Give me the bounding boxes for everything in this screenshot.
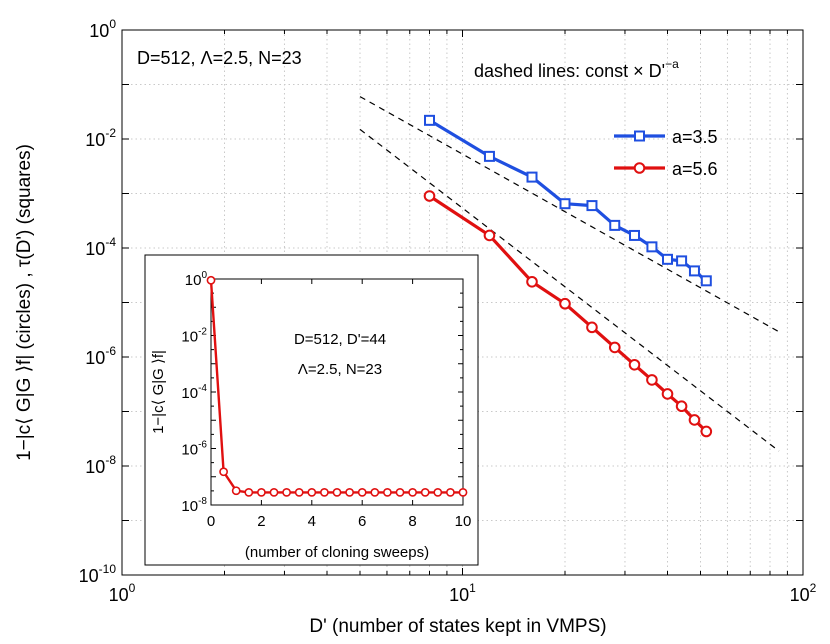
x-axis-title: D' (number of states kept in VMPS): [309, 616, 606, 637]
data-point-square: [662, 253, 674, 265]
inset-data-point-circle: [256, 487, 266, 497]
series-2: [423, 190, 713, 438]
inset-y-tick-label: 100: [185, 270, 208, 289]
data-point-square: [483, 150, 495, 162]
power-law-reference-line: [359, 128, 780, 452]
data-point-circle: [586, 321, 598, 334]
inset-data-point-circle: [307, 487, 317, 497]
data-point-circle: [661, 388, 674, 400]
inset-x-tick-label: 8: [408, 513, 416, 530]
legend-marker-circle: [633, 162, 646, 174]
inset-x-tick-label: 10: [455, 513, 472, 530]
y-tick-label: 10-2: [85, 126, 116, 150]
inset-data-point-circle: [206, 275, 216, 285]
inset-data-point-circle: [269, 487, 279, 497]
inset-box: [144, 254, 479, 566]
power-law-reference-line: [359, 96, 780, 333]
data-point-square: [700, 275, 712, 287]
inset-x-tick-label: 4: [308, 513, 316, 530]
inset-data-point-circle: [370, 487, 380, 497]
inset-data-point-circle: [433, 487, 443, 497]
inset-y-axis-title: 1−|c⟨ G|G ⟩f|: [150, 350, 167, 434]
y-tick-label: 10-8: [85, 453, 116, 477]
data-point-circle: [628, 358, 641, 371]
inset-y-tick-label: 10-2: [181, 327, 207, 346]
data-point-circle: [688, 414, 701, 426]
data-point-circle: [526, 275, 538, 288]
inset-x-tick-label: 6: [358, 513, 366, 530]
y-tick-label: 10-4: [85, 235, 116, 259]
x-tick-label: 102: [790, 581, 817, 605]
data-point-square: [586, 200, 598, 212]
inset-data-point-circle: [294, 487, 304, 497]
data-point-square: [676, 255, 688, 267]
data-point-circle: [423, 190, 436, 202]
inset-plot: 0 2 4 6 8 10 100 10-2 10-4 10-6 10-8 (number of clo…: [144, 254, 479, 566]
y-tick-label: 10-6: [85, 344, 116, 368]
inset-series-1: [206, 275, 468, 497]
inset-data-point-circle: [345, 487, 354, 497]
inset-y-tick-label: 10-4: [181, 383, 207, 402]
x-tick-label: 101: [449, 581, 476, 605]
legend-marker-square: [634, 130, 645, 142]
y-tick-label: 100: [89, 17, 116, 41]
legend: a=3.5 a=5.6: [614, 127, 718, 179]
inset-data-point-circle: [458, 487, 468, 497]
data-point-square: [688, 265, 700, 277]
inset-data-point-circle: [332, 487, 342, 497]
inset-data-point-circle: [395, 487, 405, 497]
data-point-circle: [608, 341, 621, 354]
inset-data-point-circle: [219, 467, 228, 477]
data-point-circle: [646, 374, 658, 386]
y-tick-label: 10-10: [79, 562, 117, 586]
parameters-annotation: D=512, Λ=2.5, N=23: [137, 48, 302, 68]
data-point-square: [646, 241, 658, 253]
data-point-circle: [675, 400, 688, 413]
data-point-circle: [483, 229, 496, 242]
inset-parameters-line-1: D=512, D'=44: [294, 331, 386, 348]
data-point-square: [424, 114, 436, 126]
dashed-lines-annotation: dashed lines: const × D'−a: [474, 57, 679, 81]
inset-data-point-circle: [408, 487, 417, 497]
data-point-square: [629, 229, 641, 241]
inset-x-axis-title: (number of cloning sweeps): [245, 544, 429, 561]
inset-x-tick-label: 2: [257, 513, 265, 530]
inset-axis-ticks: [210, 278, 464, 506]
legend-label: a=3.5: [672, 127, 718, 147]
x-tick-label: 100: [109, 581, 136, 605]
data-point-square: [559, 198, 571, 210]
data-point-square: [526, 171, 538, 183]
inset-parameters-line-2: Λ=2.5, N=23: [298, 361, 382, 378]
axis-ticks: [121, 29, 804, 576]
inset-data-point-circle: [282, 487, 291, 497]
data-point-circle: [559, 297, 571, 310]
inset-data-point-circle: [244, 487, 254, 497]
inset-data-point-circle: [445, 487, 455, 497]
inset-data-point-circle: [382, 487, 392, 497]
inset-x-tick-label: 0: [207, 513, 215, 530]
y-axis-title: 1−|c⟨ G|G ⟩f| (circles) , τ(D') (squares…: [14, 144, 35, 461]
data-point-circle: [700, 425, 713, 438]
legend-label: a=5.6: [672, 159, 718, 179]
data-point-square: [609, 219, 621, 231]
inset-data-point-circle: [231, 486, 241, 496]
inset-y-tick-label: 10-8: [181, 496, 207, 515]
inset-data-point-circle: [420, 487, 430, 497]
inset-data-point-circle: [357, 487, 367, 497]
series-1: [424, 114, 712, 287]
inset-y-tick-label: 10-6: [181, 440, 207, 459]
inset-data-point-circle: [319, 487, 329, 497]
